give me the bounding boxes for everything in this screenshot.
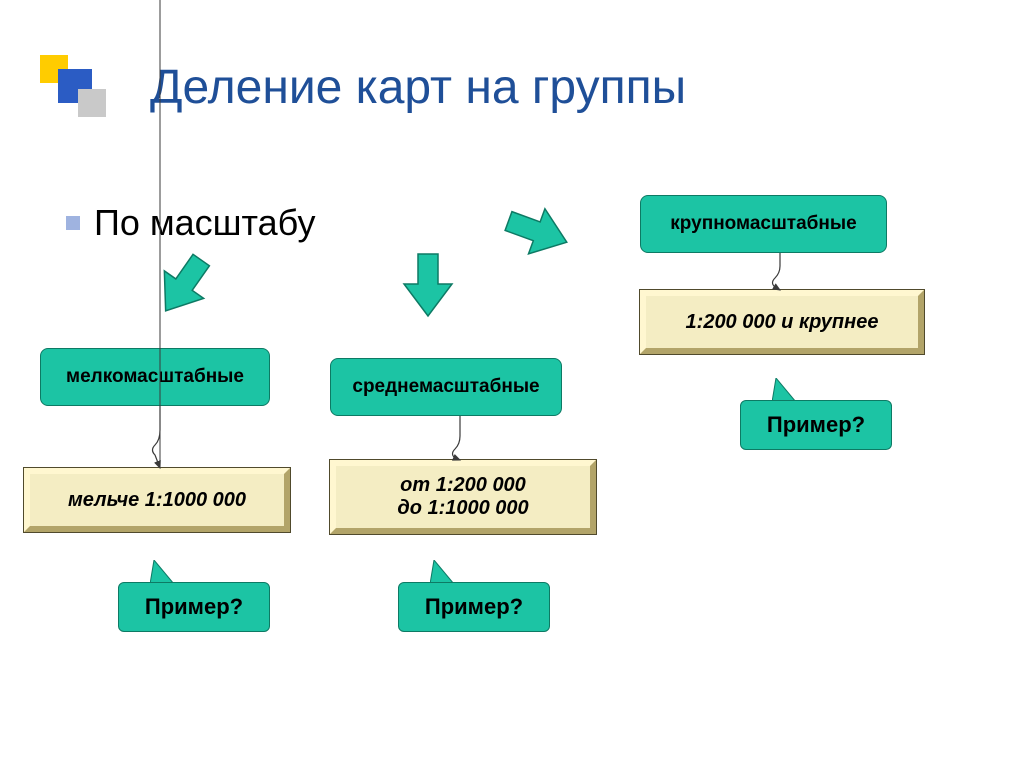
range-large-scale: 1:200 000 и крупнее <box>640 290 924 354</box>
callout-label: Пример? <box>145 594 243 620</box>
range-text: 1:200 000 и крупнее <box>686 311 879 334</box>
category-label: среднемасштабные <box>352 376 539 398</box>
callout-example-1: Пример? <box>118 582 270 632</box>
arrow-to-large-scale <box>495 193 585 271</box>
slide-title: Деление карт на группы <box>150 60 950 115</box>
arrow-to-medium-scale <box>400 250 456 325</box>
category-label: мелкомасштабные <box>66 366 244 388</box>
slide-logo <box>40 55 110 125</box>
callout-example-3: Пример? <box>740 400 892 450</box>
category-small-scale: мелкомасштабные <box>40 348 270 406</box>
arrow-right-icon <box>500 198 575 264</box>
bullet-label: По масштабу <box>94 202 315 244</box>
range-medium-scale: от 1:200 000 до 1:1000 000 <box>330 460 596 534</box>
callout-example-2: Пример? <box>398 582 550 632</box>
range-text-line2: до 1:1000 000 <box>397 497 528 520</box>
arrow-down-icon <box>146 246 221 324</box>
arrow-down-icon <box>404 254 452 316</box>
range-text-line1: от 1:200 000 <box>400 474 526 497</box>
callout-label: Пример? <box>767 412 865 438</box>
category-medium-scale: среднемасштабные <box>330 358 562 416</box>
arrow-to-small-scale <box>138 241 227 335</box>
category-label: крупномасштабные <box>670 213 856 235</box>
logo-gray <box>78 89 106 117</box>
callout-label: Пример? <box>425 594 523 620</box>
range-small-scale: мельче 1:1000 000 <box>24 468 290 532</box>
category-large-scale: крупномасштабные <box>640 195 887 253</box>
range-text: мельче 1:1000 000 <box>68 489 246 512</box>
bullet-square-icon <box>66 216 80 230</box>
bullet-scale: По масштабу <box>66 202 315 244</box>
